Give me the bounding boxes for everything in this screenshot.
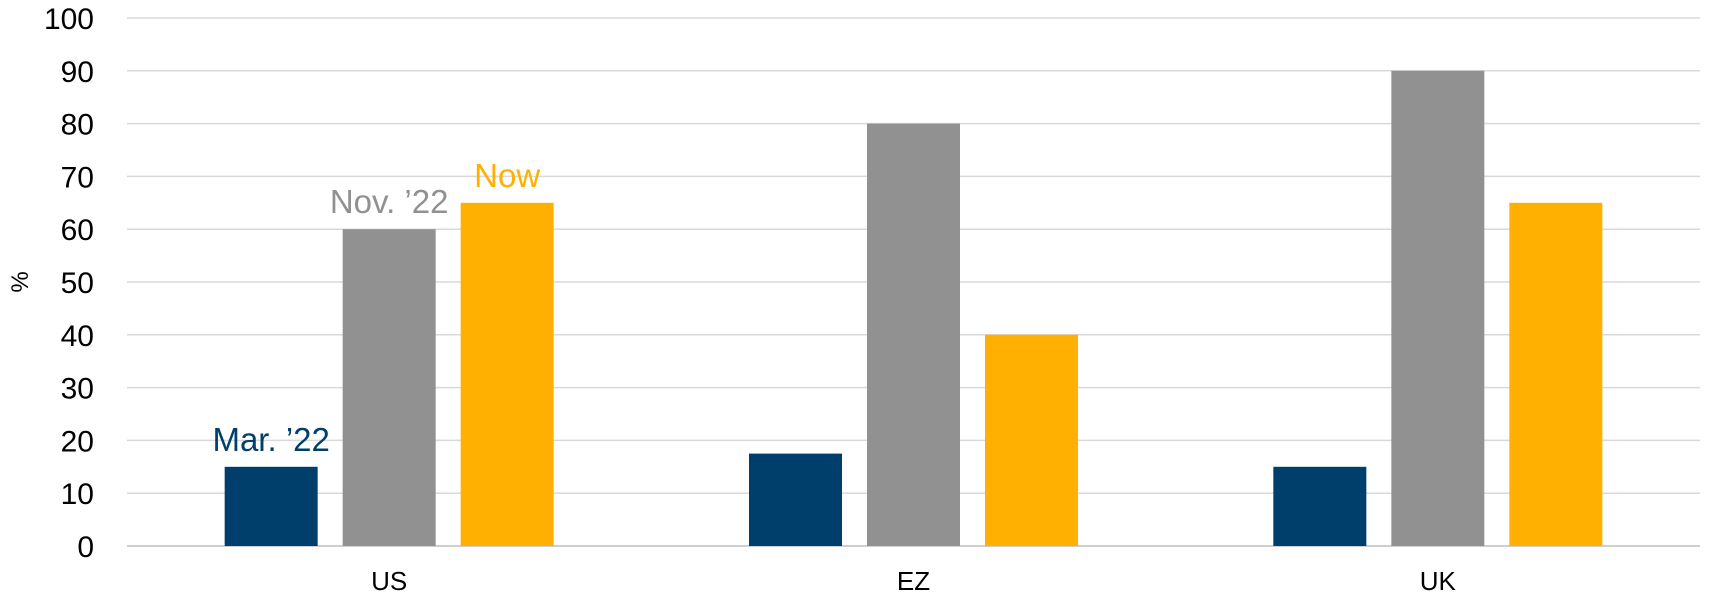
x-tick-label: UK [1420, 566, 1457, 596]
y-tick-label: 20 [61, 425, 94, 458]
y-tick-label: 30 [61, 373, 94, 406]
bar-us-0 [224, 466, 318, 546]
bar-uk-2 [1509, 202, 1603, 547]
series-label: Mar. ’22 [212, 421, 329, 458]
y-tick-label: 100 [44, 3, 94, 36]
labels: 0 10 20 30 40 50 60 70 80 90 100 Mar. ’22 Nov. ’22 No… [44, 3, 1457, 596]
bar-us-1 [342, 229, 436, 546]
x-tick-label: EZ [897, 566, 930, 596]
series-label: Now [474, 157, 540, 194]
bar-uk-0 [1273, 466, 1367, 546]
bars [224, 70, 1603, 547]
bar-ez-0 [749, 453, 842, 546]
y-axis-label: % [7, 271, 34, 292]
series-label: Nov. ’22 [330, 183, 449, 220]
y-tick-label: 60 [61, 214, 94, 247]
bar-ez-2 [985, 334, 1078, 546]
y-tick-label: 90 [61, 56, 94, 89]
bar-uk-1 [1391, 70, 1485, 547]
y-tick-label: 40 [61, 320, 94, 353]
y-tick-label: 80 [61, 109, 94, 142]
y-tick-label: 0 [77, 531, 94, 564]
y-tick-label: 70 [61, 161, 94, 194]
x-tick-label: US [371, 566, 407, 596]
y-tick-label: 50 [61, 267, 94, 300]
bar-us-2 [460, 202, 554, 547]
bar-ez-1 [867, 123, 960, 546]
y-tick-label: 10 [61, 478, 94, 511]
